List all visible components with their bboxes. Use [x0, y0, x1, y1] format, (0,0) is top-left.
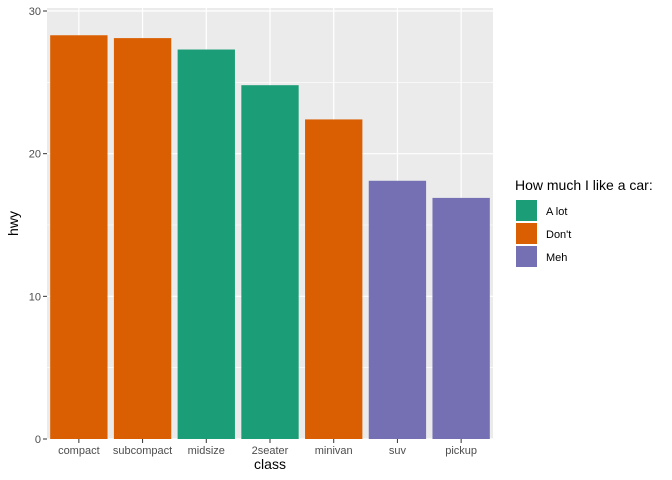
x-tick-label: minivan [315, 445, 353, 457]
bar-minivan [305, 119, 363, 439]
legend-key-don-t [516, 223, 537, 244]
bars [50, 35, 490, 440]
bar-2seater [241, 85, 299, 439]
y-tick-label: 20 [29, 149, 41, 161]
legend-key-a-lot [516, 200, 537, 221]
legend: How much I like a car: A lot Don't Meh [515, 177, 653, 267]
bar-subcompact [113, 38, 172, 440]
x-tick-label: compact [58, 445, 100, 457]
y-tick-label: 30 [29, 6, 41, 18]
x-tick-label: 2seater [252, 445, 289, 457]
legend-label: Meh [546, 252, 567, 264]
x-axis-label: class [254, 456, 286, 472]
x-tick-label: subcompact [113, 445, 172, 457]
bar-compact [50, 35, 108, 440]
x-tick-label: suv [389, 445, 407, 457]
bar-midsize [177, 49, 235, 440]
legend-label: A lot [546, 206, 567, 218]
bar-pickup [432, 197, 490, 439]
legend-label: Don't [546, 229, 571, 241]
x-tick-label: midsize [188, 445, 225, 457]
legend-title: How much I like a car: [515, 177, 653, 193]
legend-key-meh [516, 246, 537, 267]
y-tick-label: 10 [29, 291, 41, 303]
axes: 0 10 20 30 compact subcompact midsize 2seater mi… [29, 6, 477, 457]
x-tick-label: pickup [445, 445, 477, 457]
y-tick-label: 0 [35, 434, 41, 446]
bar-suv [368, 180, 427, 440]
y-axis-label: hwy [5, 211, 21, 236]
